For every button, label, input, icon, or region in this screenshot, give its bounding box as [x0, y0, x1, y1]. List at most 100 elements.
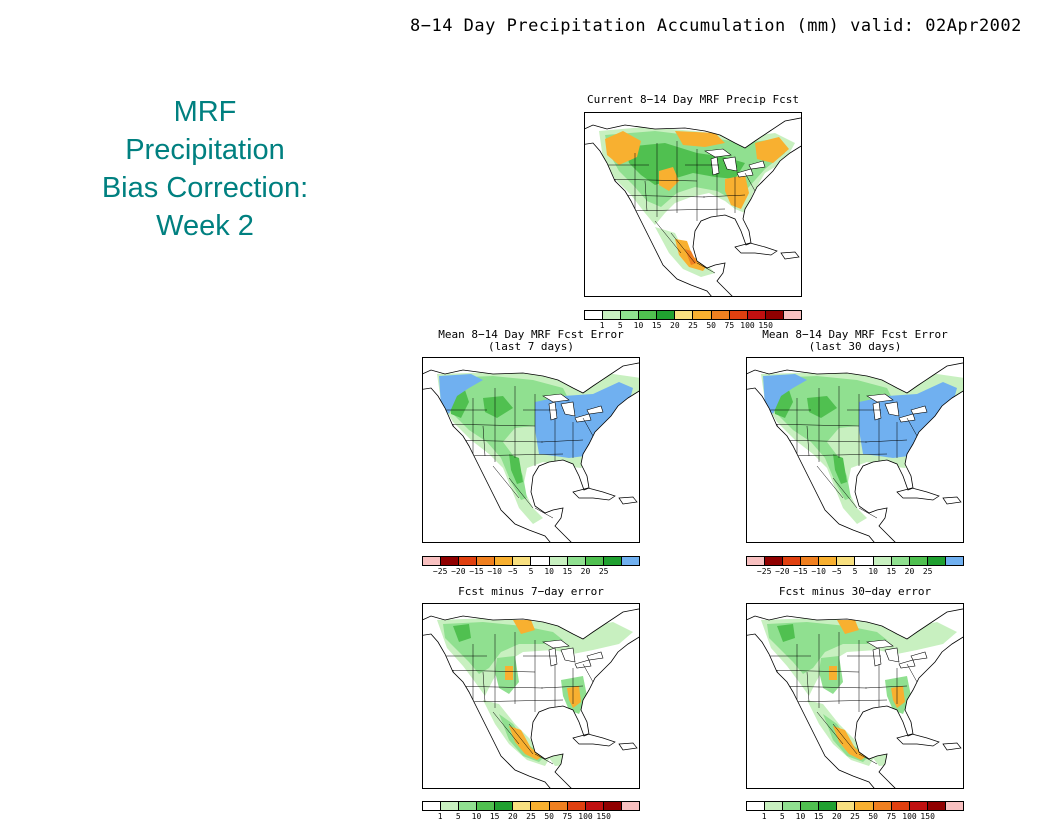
lake-outline [586, 651, 604, 661]
shaded-region [685, 249, 697, 265]
lake-outline [710, 156, 720, 176]
map-err30 [746, 357, 964, 543]
island-outline [896, 487, 940, 501]
shaded-region [807, 396, 837, 418]
state-border [832, 477, 858, 509]
state-border [906, 663, 918, 683]
colorbar-tick-label: −15 [793, 567, 808, 576]
lake-outline [542, 393, 570, 403]
state-border [744, 172, 756, 192]
colorbar-swatch [891, 802, 910, 810]
colorbar-tick-label: −10 [811, 567, 826, 576]
state-border [602, 178, 698, 182]
side-title-line: Week 2 [156, 210, 254, 242]
colorbar-swatch [513, 557, 532, 565]
colorbar-err30: −25 −20 −15 −10 −5 5 10 15 20 25 [746, 556, 964, 576]
colorbar-swatch [693, 311, 712, 319]
shaded-region [439, 374, 483, 414]
state-border [540, 685, 584, 689]
colorbar-swatch [873, 802, 892, 810]
shaded-region [837, 620, 859, 634]
colorbar-swatch [765, 311, 784, 319]
colorbar-tick-label: 1 [437, 812, 443, 821]
shaded-region [675, 131, 725, 147]
state-border [864, 439, 908, 443]
coastline [423, 362, 639, 542]
colorbar-swatch [603, 802, 622, 810]
island-outline [734, 242, 778, 256]
lake-outline [910, 651, 928, 661]
colorbar-swatch [531, 557, 550, 565]
main-title: 8−14 Day Precipitation Accumulation (mm)… [410, 16, 1022, 36]
colorbar-tick-label: 25 [850, 812, 860, 821]
colorbar-tick-label: 150 [920, 812, 935, 821]
map-fm30 [746, 603, 964, 789]
colorbar-fm7: 1 5 10 15 20 25 50 75 100 150 [422, 801, 640, 821]
map-canvas [747, 362, 963, 542]
shaded-region [891, 686, 905, 708]
colorbar-tick-label: −25 [432, 567, 448, 576]
lake-outline [884, 401, 900, 417]
colorbar-cells [584, 310, 802, 320]
state-border [644, 180, 648, 212]
state-border [786, 453, 888, 457]
state-border [462, 453, 564, 457]
side-title-line: Precipitation [125, 134, 285, 166]
shaded-region [829, 666, 837, 680]
panel-fm7-title: Fcst minus 7−day error [422, 586, 640, 598]
panel-fm30-title: Fcst minus 30−day error [746, 586, 964, 598]
colorbar-swatch [747, 802, 766, 810]
shaded-region [725, 175, 749, 209]
state-border [764, 669, 860, 673]
coastline [423, 608, 639, 788]
state-border [540, 439, 584, 443]
shaded-region [763, 374, 807, 414]
colorbar-tick-label: 10 [795, 812, 806, 821]
panel-title-line: Mean 8−14 Day MRF Fcst Error [762, 328, 948, 341]
shaded-field [761, 372, 963, 524]
colorbar-tick-label: 5 [528, 567, 534, 576]
map-canvas [585, 117, 801, 296]
colorbar-tick-label: 20 [580, 567, 591, 576]
state-border [858, 753, 878, 765]
lake-outline [748, 160, 766, 170]
colorbar-tick-label: 100 [740, 321, 755, 330]
colorbar-tick-label: −15 [469, 567, 484, 576]
state-border [508, 723, 534, 755]
island-outline [618, 496, 638, 505]
colorbar-swatch [621, 802, 639, 810]
colorbar-tick-label: 5 [617, 321, 623, 330]
colorbar-swatch [585, 311, 604, 319]
colorbar-swatch [495, 802, 514, 810]
state-border [816, 711, 844, 745]
state-border [906, 417, 918, 437]
colorbar-swatch [477, 802, 496, 810]
island-outline [942, 742, 962, 751]
lake-outline [560, 401, 576, 417]
state-border [624, 208, 726, 212]
colorbar-tick-label: 5 [779, 812, 785, 821]
colorbar-swatch [621, 311, 640, 319]
state-borders [763, 386, 918, 519]
panel-current-title: Current 8−14 Day MRF Precip Fcst [584, 94, 802, 106]
state-border [440, 423, 536, 427]
colorbar-cells [746, 556, 964, 566]
colorbar-ticks: −25 −20 −15 −10 −5 5 10 15 20 25 [422, 566, 640, 576]
colorbar-tick-label: 50 [868, 812, 878, 821]
shaded-region [483, 396, 513, 418]
colorbar-swatch [783, 311, 801, 319]
colorbar-tick-label: 75 [724, 321, 735, 330]
state-border [670, 232, 696, 264]
colorbar-tick-label: 25 [688, 321, 698, 330]
shaded-region [659, 167, 679, 191]
colorbar-tick-label: −20 [451, 567, 466, 576]
colorbar-swatch [765, 557, 784, 565]
colorbar-swatch [639, 311, 658, 319]
state-border [832, 723, 858, 755]
lake-outline [586, 405, 604, 415]
colorbar-tick-label: −5 [832, 567, 842, 576]
colorbar-tick-label: 10 [633, 321, 644, 330]
colorbar-swatch [747, 311, 766, 319]
panel-title-line: Fcst minus 30−day error [778, 585, 932, 598]
colorbar-tick-label: 25 [922, 567, 933, 576]
